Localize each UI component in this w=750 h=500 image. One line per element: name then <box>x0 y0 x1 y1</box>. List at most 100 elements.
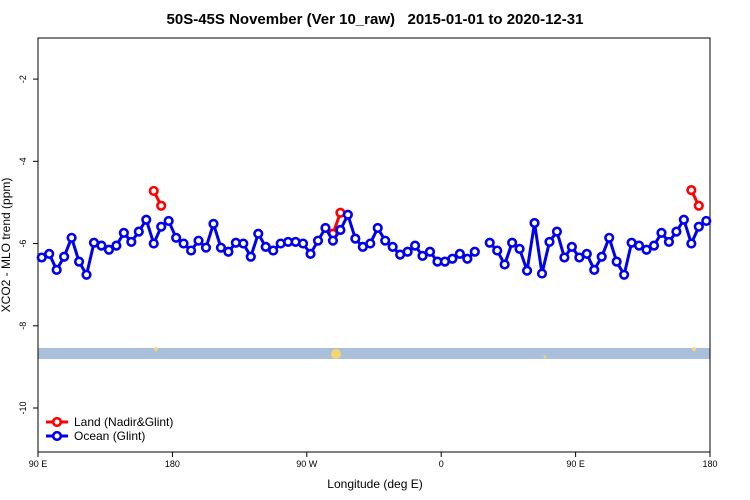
point <box>380 235 391 246</box>
point <box>156 200 167 211</box>
point <box>402 246 413 257</box>
chart-title: 50S-45S November (Ver 10_raw) 2015-01-01… <box>167 11 584 28</box>
surface-strip <box>38 348 710 359</box>
point <box>507 237 518 248</box>
x-tick-label: 90 E <box>29 459 48 469</box>
point <box>96 240 107 251</box>
point <box>111 240 122 251</box>
point <box>619 269 630 280</box>
point <box>312 235 324 246</box>
point <box>693 221 704 232</box>
legend-label: Ocean (Glint) <box>74 429 145 443</box>
point <box>365 238 376 249</box>
point <box>417 250 428 261</box>
point <box>536 268 548 279</box>
x-tick-label: 90 E <box>566 459 585 469</box>
point <box>409 240 421 251</box>
point <box>141 214 152 225</box>
point <box>320 222 331 234</box>
point <box>581 248 592 259</box>
x-tick-label: 90 W <box>296 459 318 469</box>
point <box>701 215 712 227</box>
point <box>387 241 398 252</box>
point <box>656 227 667 238</box>
strip-dot <box>692 347 696 351</box>
point <box>350 233 361 244</box>
y-tick-label: -10 <box>18 402 28 415</box>
point <box>335 224 346 236</box>
point <box>133 226 144 237</box>
point <box>44 248 55 259</box>
point <box>193 235 204 246</box>
point <box>566 241 577 252</box>
legend-marker <box>51 416 63 428</box>
point <box>260 241 271 252</box>
point <box>223 246 234 257</box>
point <box>559 252 570 263</box>
point <box>604 232 615 243</box>
point <box>469 246 480 257</box>
point <box>372 222 383 234</box>
point <box>51 264 62 275</box>
point <box>544 236 555 248</box>
point <box>126 236 137 248</box>
point <box>521 265 533 276</box>
point <box>633 240 645 251</box>
point <box>574 252 585 263</box>
point <box>245 251 256 262</box>
strip-dot <box>154 347 158 351</box>
strip-dot <box>543 355 547 359</box>
y-tick-label: -4 <box>18 157 28 165</box>
point <box>185 245 197 256</box>
point <box>208 218 219 229</box>
point <box>514 243 525 255</box>
y-tick-label: -8 <box>18 322 28 330</box>
point <box>342 209 353 220</box>
point <box>499 259 510 270</box>
point <box>641 244 652 255</box>
point <box>596 251 607 262</box>
point <box>447 253 458 264</box>
point <box>118 227 129 238</box>
point <box>529 217 540 229</box>
point <box>611 256 622 267</box>
x-tick-label: 180 <box>165 459 180 469</box>
point <box>462 253 473 264</box>
x-tick-label: 0 <box>439 459 444 469</box>
legend-marker <box>51 430 63 442</box>
point <box>305 248 316 259</box>
y-axis-label: XCO2 - MLO trend (ppm) <box>0 178 13 313</box>
point <box>686 185 697 196</box>
point <box>424 246 436 257</box>
point <box>678 214 689 225</box>
point <box>156 221 167 232</box>
point <box>686 238 697 249</box>
point <box>238 238 249 249</box>
point <box>163 215 174 227</box>
x-tick-label: 180 <box>702 459 717 469</box>
point <box>73 256 85 267</box>
strip-dot <box>331 349 341 359</box>
point <box>200 242 212 253</box>
point <box>454 248 465 259</box>
point <box>81 269 92 280</box>
point <box>148 185 159 197</box>
point <box>693 200 704 211</box>
plot-frame <box>37 37 711 453</box>
point <box>484 237 495 248</box>
point <box>171 232 182 243</box>
point <box>589 264 600 275</box>
legend-label: Land (Nadir&Glint) <box>74 415 173 429</box>
point <box>253 228 264 239</box>
point <box>492 245 503 256</box>
point <box>59 251 70 262</box>
point <box>297 238 309 249</box>
point <box>148 238 159 249</box>
y-tick-label: -2 <box>18 75 28 83</box>
point <box>327 235 339 246</box>
x-axis-label: Longitude (deg E) <box>327 477 422 491</box>
point <box>36 252 47 263</box>
point <box>671 226 682 237</box>
point <box>103 244 115 255</box>
